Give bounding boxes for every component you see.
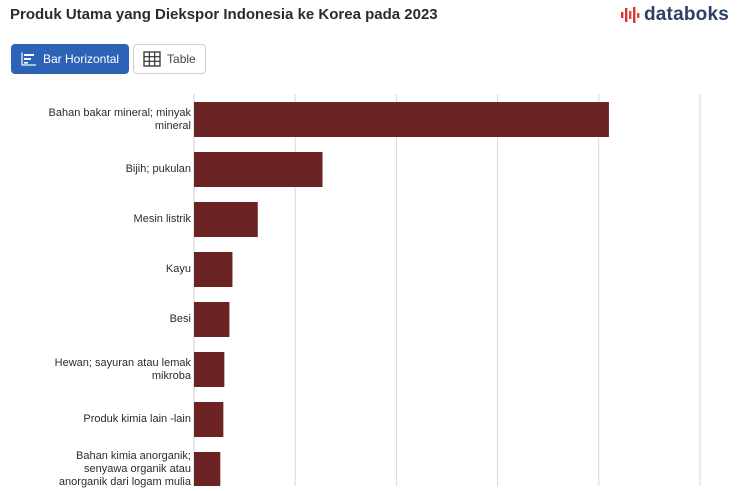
chart-title: Produk Utama yang Diekspor Indonesia ke … [10, 6, 438, 23]
category-label-line: senyawa organik atau [83, 463, 191, 475]
tab-bar-horizontal[interactable]: Bar Horizontal [11, 44, 130, 74]
category-label-line: Kayu [165, 263, 191, 275]
databoks-logo-icon [620, 7, 640, 23]
category-label-line: Hewan; sayuran atau lemak [54, 356, 191, 369]
category-label-line: Besi [169, 313, 191, 325]
category-label-line: Bahan bakar mineral; minyak [48, 106, 191, 119]
bar-chart-icon [21, 52, 36, 66]
category-label: Bahan bakar mineral; minyak mineral [6, 107, 191, 133]
tab-table-label: Table [167, 52, 196, 66]
table-grid-icon [143, 51, 161, 67]
tab-bar-horizontal-label: Bar Horizontal [43, 52, 120, 66]
brand-logo[interactable]: databoks [620, 4, 729, 26]
view-toggle: Bar Horizontal Table [11, 44, 206, 74]
category-label-line: Bijih; pukulan [125, 163, 191, 175]
bar[interactable] [194, 352, 225, 387]
tab-table[interactable]: Table [133, 44, 206, 74]
category-label-line: mineral [154, 119, 191, 132]
bar[interactable] [194, 452, 221, 487]
bar[interactable] [194, 252, 233, 287]
bar-chart: Bahan bakar mineral; minyak mineral Bijih;… [0, 90, 741, 489]
bar[interactable] [194, 302, 230, 337]
category-label: Besi [6, 313, 191, 326]
bar[interactable] [194, 102, 609, 137]
category-label: Bahan kimia anorganik; senyawa organik at… [6, 450, 191, 489]
brand-name: databoks [643, 4, 729, 25]
category-label: Mesin listrik [6, 213, 191, 226]
category-label-line: Bahan kimia anorganik; [76, 450, 191, 462]
bar-chart-plot [193, 94, 701, 487]
bar[interactable] [194, 402, 224, 437]
category-label-line: anorganik dari logam mulia [58, 476, 191, 488]
category-label: Hewan; sayuran atau lemak mikroba [6, 357, 191, 383]
bar[interactable] [194, 202, 258, 237]
category-label: Bijih; pukulan [6, 163, 191, 176]
category-label-line: Produk kimia lain -lain [83, 413, 191, 425]
category-label: Kayu [6, 263, 191, 276]
category-label: Produk kimia lain -lain [6, 413, 191, 426]
bar[interactable] [194, 152, 323, 187]
category-label-line: mikroba [151, 369, 191, 382]
category-label-line: Mesin listrik [133, 213, 191, 225]
